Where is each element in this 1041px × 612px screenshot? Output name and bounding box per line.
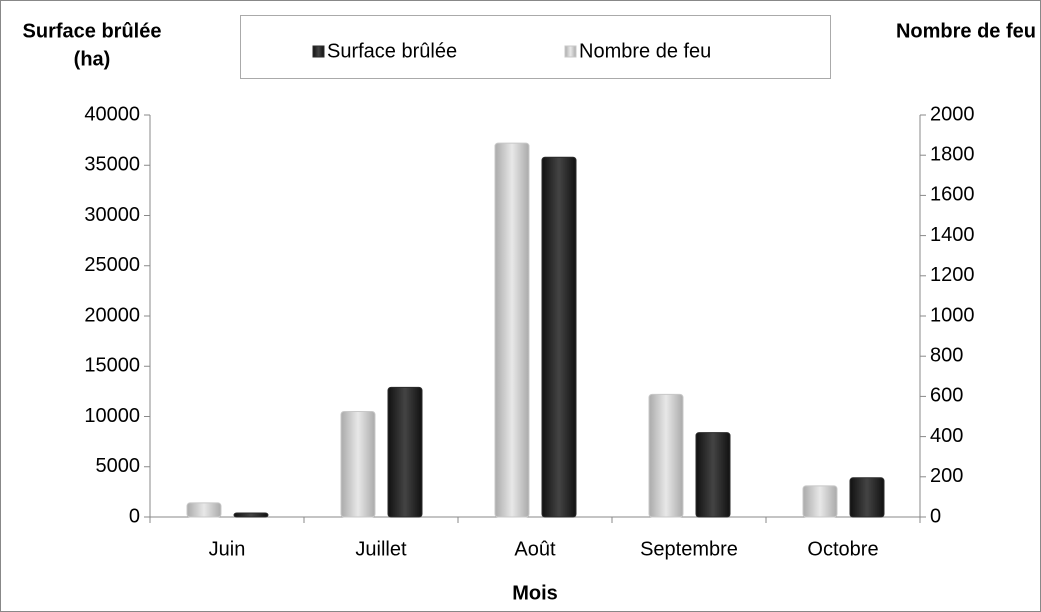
bar: [387, 386, 423, 518]
y2-tick-label: 1000: [930, 304, 975, 326]
bar: [695, 432, 731, 518]
y-axis-label: Surface brûlée: [23, 20, 162, 42]
x-tick-label: Octobre: [807, 538, 878, 560]
x-tick-label: Septembre: [640, 538, 738, 560]
bar: [233, 512, 269, 518]
y-tick-label: 5000: [96, 455, 141, 477]
legend-label: Nombre de feu: [579, 40, 711, 62]
bar: [648, 393, 684, 518]
legend-swatch: [564, 45, 577, 58]
y2-tick-label: 2000: [930, 103, 975, 125]
x-axis-label: Mois: [512, 582, 558, 604]
y2-tick-label: 0: [930, 505, 941, 527]
bar: [186, 502, 222, 518]
y2-tick-label: 1400: [930, 224, 975, 246]
y-axis-label: (ha): [74, 48, 111, 70]
legend-swatch: [312, 45, 325, 58]
x-tick-label: Août: [514, 538, 556, 560]
y2-tick-label: 600: [930, 385, 963, 407]
x-tick-label: Juin: [209, 538, 246, 560]
y2-tick-label: 1200: [930, 264, 975, 286]
y2-tick-label: 800: [930, 344, 963, 366]
y-tick-label: 25000: [84, 254, 140, 276]
y-tick-label: 15000: [84, 355, 140, 377]
bar: [802, 485, 838, 518]
y2-tick-label: 1800: [930, 143, 975, 165]
bar: [541, 156, 577, 518]
y2-tick-label: 1600: [930, 184, 975, 206]
legend-box: [240, 15, 831, 79]
bar: [494, 142, 530, 518]
y2-axis-label: Nombre de feu: [896, 20, 1036, 42]
y-tick-label: 20000: [84, 304, 140, 326]
bar: [340, 410, 376, 518]
legend-label: Surface brûlée: [327, 40, 457, 62]
y-tick-label: 0: [129, 505, 140, 527]
y-tick-label: 35000: [84, 154, 140, 176]
x-tick-label: Juillet: [355, 538, 407, 560]
y-tick-label: 40000: [84, 103, 140, 125]
bar: [849, 477, 885, 518]
y2-tick-label: 200: [930, 465, 963, 487]
y-tick-label: 10000: [84, 405, 140, 427]
y2-tick-label: 400: [930, 425, 963, 447]
y-tick-label: 30000: [84, 204, 140, 226]
